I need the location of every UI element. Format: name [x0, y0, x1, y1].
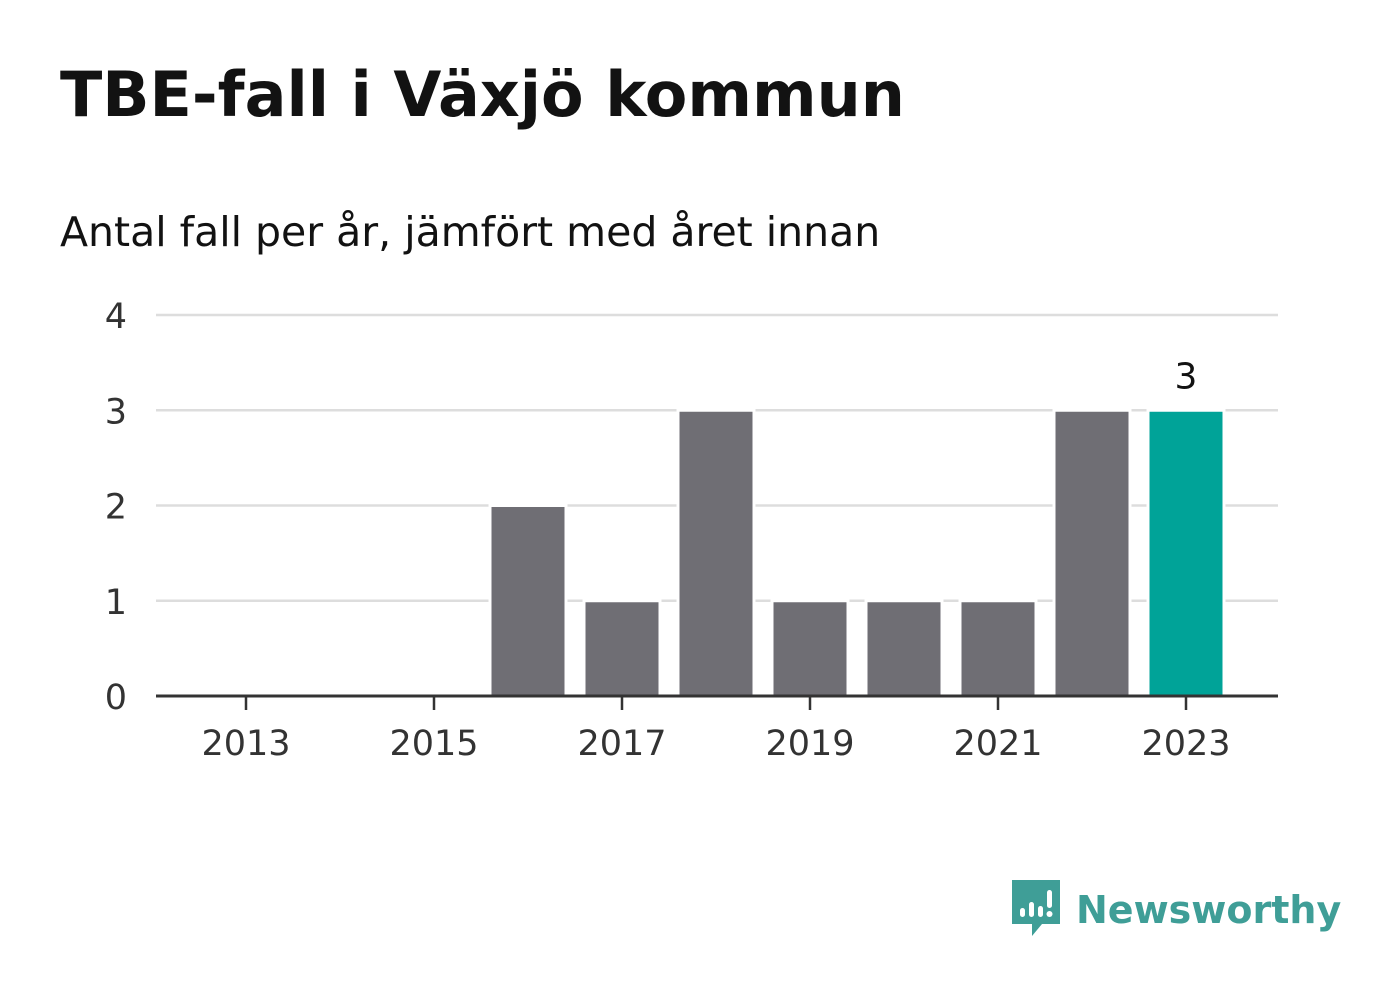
- bar-2019: [770, 599, 850, 698]
- bar-chart: 0 1 2 3 4 2013 2015 2017 2019 2021 2023 3: [105, 297, 1278, 764]
- data-label-2023: 3: [1175, 356, 1198, 397]
- x-tick-label: 2015: [389, 724, 478, 764]
- x-tick-label: 2021: [953, 724, 1042, 764]
- y-tick-label: 4: [105, 297, 127, 337]
- x-tick-label: 2023: [1141, 724, 1230, 764]
- y-tick-label: 2: [105, 488, 127, 528]
- bar-2020: [864, 599, 944, 698]
- newsworthy-logo-icon: [1010, 878, 1062, 942]
- chart-subtitle: Antal fall per år, jämfört med året inna…: [60, 208, 881, 256]
- x-tick-label: 2017: [577, 724, 666, 764]
- bar-2021: [958, 599, 1038, 698]
- x-tick-label: 2013: [201, 724, 290, 764]
- y-tick-label: 0: [105, 678, 127, 718]
- bar-2022: [1052, 408, 1132, 698]
- bar-2018: [676, 408, 756, 698]
- brand-name: Newsworthy: [1076, 888, 1342, 932]
- y-tick-label: 3: [105, 392, 127, 432]
- bar-2023: [1146, 408, 1226, 698]
- chart-title: TBE-fall i Växjö kommun: [60, 58, 905, 131]
- x-tick-label: 2019: [765, 724, 854, 764]
- bar-2016: [488, 504, 568, 698]
- brand-logo: Newsworthy: [1010, 878, 1341, 942]
- bar-2017: [582, 599, 662, 698]
- y-tick-label: 1: [105, 583, 127, 623]
